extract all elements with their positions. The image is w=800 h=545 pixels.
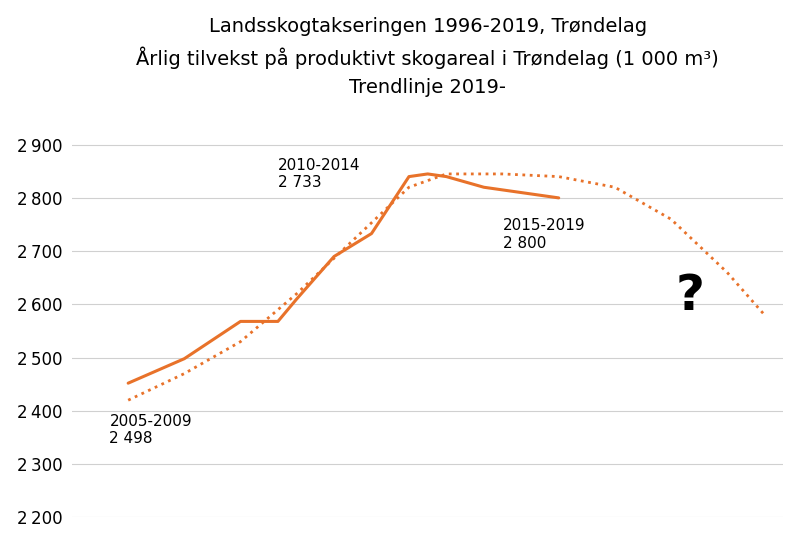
Text: 2010-2014
2 733: 2010-2014 2 733 bbox=[278, 158, 361, 190]
Text: 2005-2009
2 498: 2005-2009 2 498 bbox=[110, 414, 192, 446]
Text: ?: ? bbox=[675, 272, 704, 320]
Title: Landsskogtakseringen 1996-2019, Trøndelag
Årlig tilvekst på produktivt skogareal: Landsskogtakseringen 1996-2019, Trøndela… bbox=[136, 17, 719, 97]
Text: 2015-2019
2 800: 2015-2019 2 800 bbox=[502, 218, 585, 251]
